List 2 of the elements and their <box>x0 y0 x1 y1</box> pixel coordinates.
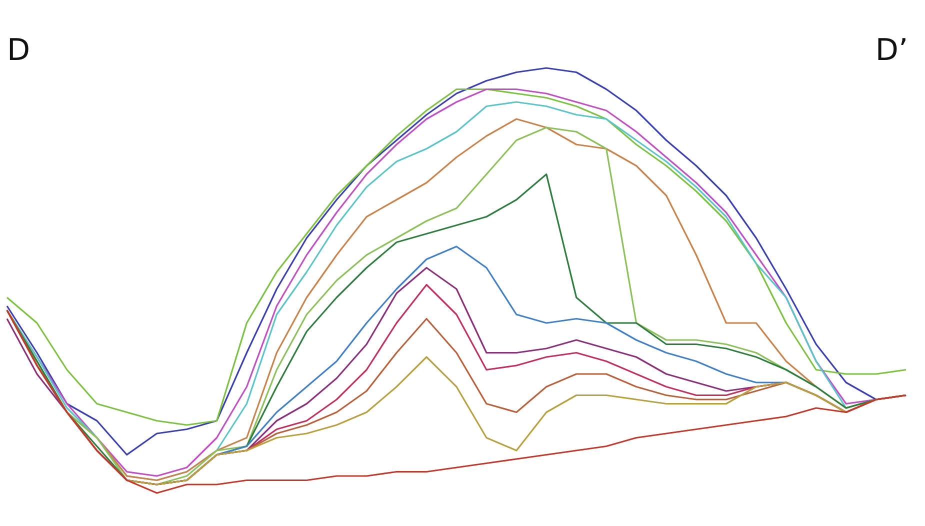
annotation: D’ <box>875 33 908 68</box>
annotation: D <box>7 33 30 68</box>
